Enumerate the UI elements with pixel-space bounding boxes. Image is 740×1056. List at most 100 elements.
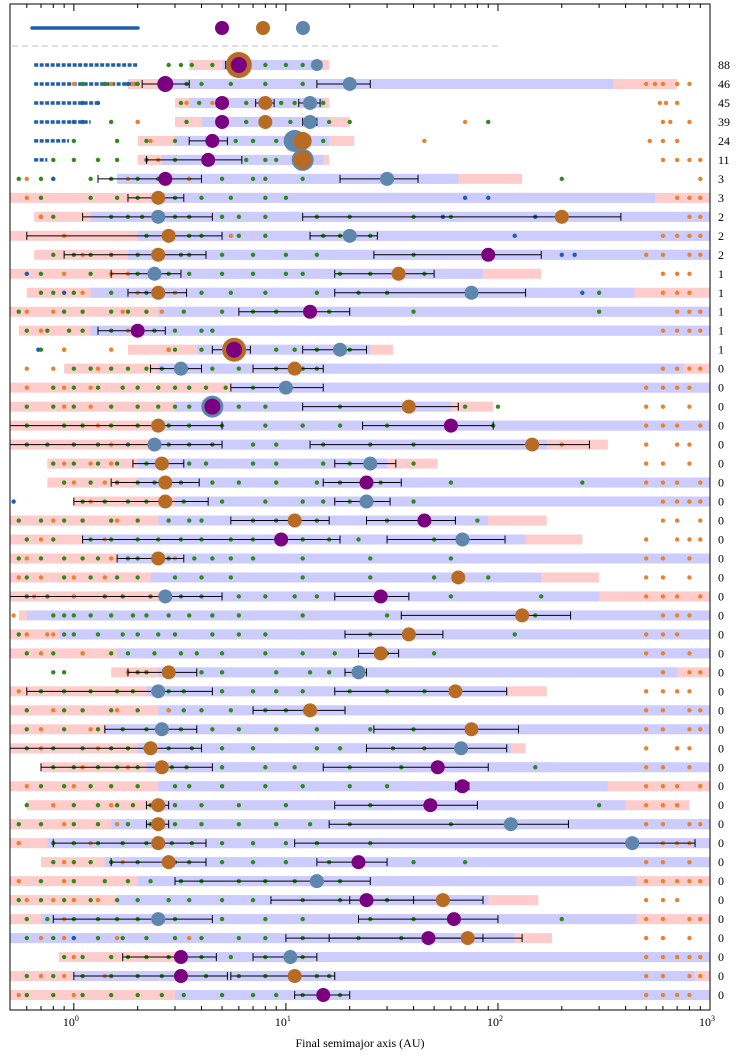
dot-green (210, 632, 215, 637)
dot-orange (698, 954, 703, 960)
dot-green (283, 271, 289, 276)
dot-green (273, 670, 279, 675)
band-lavender (161, 154, 324, 165)
dot-orange (698, 366, 703, 371)
dot-green (88, 897, 93, 903)
dot-orange (674, 233, 680, 239)
band-lavender (175, 952, 711, 963)
dot-green (250, 271, 256, 276)
dot-orange (687, 157, 692, 163)
dot-orange (674, 878, 680, 884)
band-lavender (158, 667, 678, 678)
dot-green (300, 499, 305, 504)
dot-green (108, 992, 114, 998)
dot-orange (660, 708, 666, 713)
dot-orange (674, 784, 680, 789)
dot-orange (687, 404, 692, 409)
dot-green (228, 290, 234, 295)
dot-orange (660, 461, 666, 466)
row-count-label: 0 (718, 760, 724, 774)
row-count-label: 0 (718, 722, 724, 736)
dot-green (187, 897, 192, 903)
row-count-label: 0 (718, 495, 724, 509)
dot-orange (643, 442, 649, 447)
planet-steel (151, 684, 166, 699)
dot-orange (643, 784, 649, 789)
dot-green (288, 119, 293, 125)
planet-steel (154, 722, 169, 737)
planet-purple (430, 760, 445, 775)
dot-green (61, 556, 67, 561)
dot-green (203, 385, 209, 390)
band-lavender (137, 876, 637, 887)
dot-orange (643, 556, 649, 561)
planet-purple (316, 988, 331, 1003)
dot-green (102, 878, 108, 884)
row-count-label: 1 (718, 286, 724, 300)
dot-green (24, 727, 29, 732)
dot-green (326, 119, 332, 125)
dot-orange (660, 594, 666, 599)
dot-green (80, 309, 85, 314)
dot-green (250, 442, 256, 447)
dot-green (462, 859, 468, 865)
dot-green (144, 138, 149, 144)
dot-blue (71, 119, 77, 125)
dot-green (51, 461, 56, 466)
planet-steel (333, 342, 348, 357)
dot-green (24, 973, 29, 979)
dot-green (51, 859, 56, 865)
dot-green (292, 765, 297, 770)
dot-orange (660, 252, 666, 257)
dot-orange (643, 822, 649, 827)
dot-blue (580, 290, 585, 295)
dot-green (187, 404, 192, 409)
dot-orange (674, 157, 680, 163)
band-lavender (137, 743, 511, 754)
dot-green (156, 385, 161, 390)
planet-orange (391, 266, 406, 281)
dot-orange (674, 423, 680, 428)
dot-orange (24, 176, 29, 182)
dot-orange (38, 973, 44, 979)
dot-orange (51, 309, 56, 314)
dot-orange (51, 518, 56, 523)
x-tick-label: 102 (487, 1014, 503, 1029)
dot-orange (687, 935, 692, 941)
dot-blue (24, 271, 29, 276)
dot-orange (660, 556, 666, 561)
dot-green (263, 651, 268, 656)
dot-green (314, 252, 320, 257)
row-count-label: 1 (718, 305, 724, 319)
dot-blue (71, 935, 77, 941)
dot-green (125, 822, 131, 827)
planet-steel (363, 456, 378, 471)
row-count-label: 0 (718, 533, 724, 547)
dot-orange (698, 423, 703, 428)
row-count-label: 0 (718, 874, 724, 888)
row-count-label: 0 (718, 419, 724, 433)
dot-green (172, 575, 178, 580)
planet-orange (154, 760, 169, 775)
dot-orange (61, 461, 67, 466)
dot-orange (663, 100, 669, 106)
dot-orange (422, 138, 427, 144)
dot-orange (643, 575, 649, 580)
dot-orange (698, 537, 703, 542)
dot-green (196, 100, 202, 106)
dot-orange (95, 897, 101, 903)
dot-green (71, 366, 77, 371)
dot-green (172, 347, 178, 352)
dot-green (250, 176, 256, 182)
dot-green (263, 594, 268, 599)
planet-purple (443, 418, 458, 433)
dot-green (61, 897, 67, 903)
dot-green (250, 840, 256, 846)
dot-green (125, 309, 131, 314)
dot-orange (643, 803, 649, 808)
x-tick-label: 103 (699, 1014, 715, 1029)
dot-orange (71, 897, 77, 903)
dot-green (228, 575, 234, 580)
dot-orange (668, 119, 673, 125)
